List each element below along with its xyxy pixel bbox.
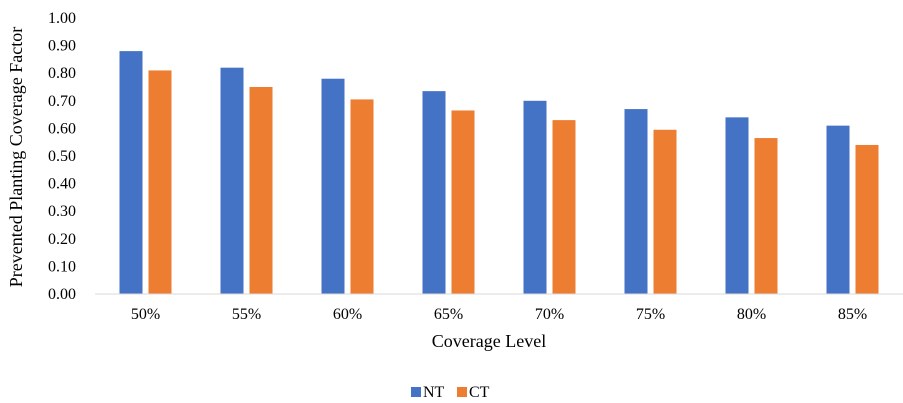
bar-ct-60 (350, 99, 374, 294)
bar-ct-55 (249, 87, 273, 294)
x-axis-title: Coverage Level (432, 331, 546, 351)
y-tick-label: 0.40 (48, 176, 76, 193)
y-axis-ticks: 0.00 0.10 0.20 0.30 0.40 0.50 0.60 0.70 0.80 0.90… (48, 10, 76, 303)
bars (119, 51, 879, 295)
bar-nt-55 (220, 67, 244, 295)
y-tick-label: 0.80 (48, 65, 76, 82)
y-tick-label: 0.00 (48, 286, 76, 303)
bar-ct-70 (552, 120, 576, 295)
y-tick-label: 0.30 (48, 203, 76, 220)
bar-nt-60 (321, 78, 345, 294)
y-tick-label: 0.50 (48, 148, 76, 165)
bar-ct-75 (653, 129, 677, 294)
bar-nt-85 (826, 125, 850, 294)
y-tick-label: 0.20 (48, 231, 76, 248)
y-tick-label: 1.00 (48, 10, 76, 27)
y-tick-label: 0.70 (48, 93, 76, 110)
legend-swatch-ct (457, 387, 467, 397)
x-tick-label: 60% (333, 306, 362, 323)
y-tick-label: 0.10 (48, 258, 76, 275)
legend-label-ct: CT (469, 384, 490, 401)
x-tick-label: 80% (737, 306, 766, 323)
legend: NT CT (411, 384, 490, 401)
x-tick-label: 65% (434, 306, 463, 323)
legend-swatch-nt (411, 387, 421, 397)
bar-nt-80 (725, 117, 749, 294)
bar-ct-85 (855, 144, 879, 294)
y-tick-label: 0.60 (48, 120, 76, 137)
x-axis-ticks: 50% 55% 60% 65% 70% 75% 80% 85% (131, 306, 867, 323)
legend-label-nt: NT (423, 384, 445, 401)
bar-nt-65 (422, 91, 446, 294)
x-tick-label: 75% (636, 306, 665, 323)
bar-ct-50 (148, 70, 172, 294)
x-tick-label: 50% (131, 306, 160, 323)
y-axis-title: Prevented Planting Coverage Factor (6, 27, 26, 287)
x-tick-label: 55% (232, 306, 261, 323)
x-tick-label: 85% (838, 306, 867, 323)
bar-nt-75 (624, 109, 648, 294)
bar-ct-65 (451, 110, 475, 295)
bar-ct-80 (754, 138, 778, 294)
y-tick-label: 0.90 (48, 38, 76, 55)
x-tick-label: 70% (535, 306, 564, 323)
bar-nt-70 (523, 100, 547, 294)
bar-nt-50 (119, 51, 143, 295)
